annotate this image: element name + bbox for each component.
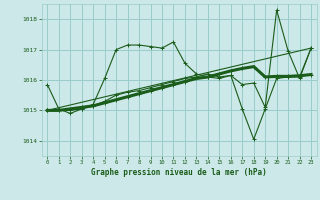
X-axis label: Graphe pression niveau de la mer (hPa): Graphe pression niveau de la mer (hPa) xyxy=(91,168,267,177)
